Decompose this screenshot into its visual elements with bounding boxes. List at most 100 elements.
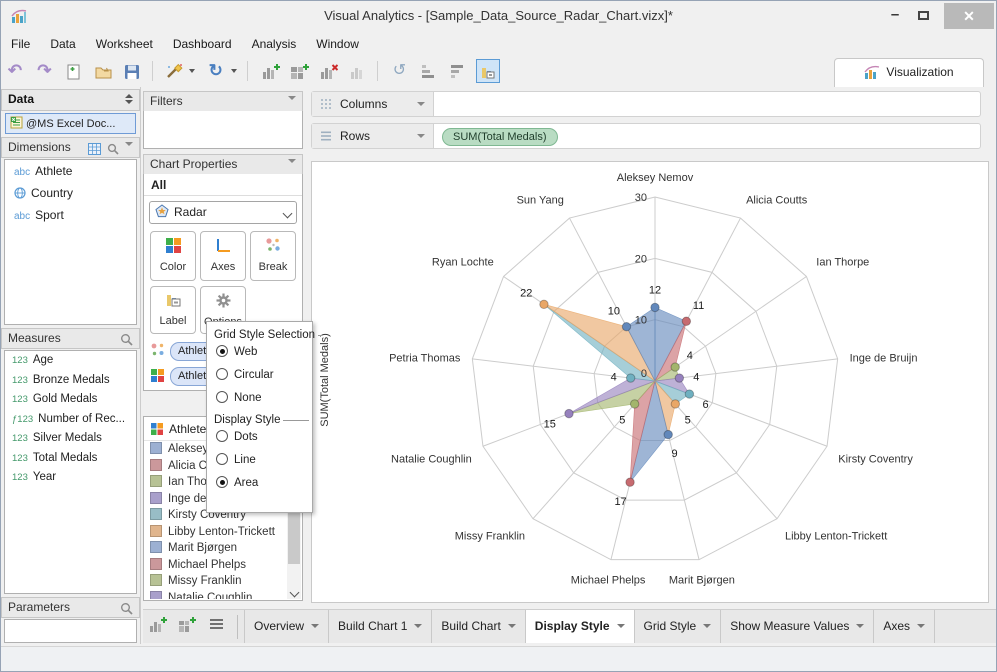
measure-item[interactable]: 123 Bronze Medals xyxy=(5,371,136,391)
tab-caret[interactable] xyxy=(616,624,625,628)
add-worksheet-icon[interactable] xyxy=(258,59,282,83)
display-style-radio-dots[interactable] xyxy=(216,430,228,442)
delete-worksheet-icon[interactable] xyxy=(316,59,340,83)
tab-axes[interactable]: Axes xyxy=(874,610,936,643)
menu-item-window[interactable]: Window xyxy=(316,37,359,51)
sidebar-splitter[interactable] xyxy=(140,87,141,644)
axes-button[interactable]: Axes xyxy=(200,231,246,281)
tab-overview[interactable]: Overview xyxy=(244,610,330,643)
label-button[interactable]: Label xyxy=(150,286,196,334)
dimension-item-athlete[interactable]: abc Athlete xyxy=(5,160,136,182)
measure-item[interactable]: 123 Silver Medals xyxy=(5,429,136,449)
filters-body[interactable] xyxy=(143,111,303,149)
rows-shelf[interactable]: Rows SUM(Total Medals) xyxy=(311,123,981,149)
legend-item[interactable]: Marit Bjørgen xyxy=(144,540,302,557)
display-style-radio-line[interactable] xyxy=(216,453,228,465)
measure-item[interactable]: 123 Gold Medals xyxy=(5,390,136,410)
swap-axes-icon[interactable]: ↺ xyxy=(392,62,407,79)
legend-item[interactable]: Libby Lenton-Trickett xyxy=(144,524,302,541)
chart-properties-collapse-icon[interactable] xyxy=(288,159,296,163)
grid-style-radio-none[interactable] xyxy=(216,391,228,403)
tab-display-style[interactable]: Display Style xyxy=(525,610,635,643)
grid-style-radio-web[interactable] xyxy=(216,345,228,357)
tab-show-measure-values[interactable]: Show Measure Values xyxy=(721,610,875,643)
radar-data-point xyxy=(621,321,632,332)
parameters-list[interactable] xyxy=(4,619,137,643)
measure-item[interactable]: ƒ123 Number of Rec... xyxy=(5,410,136,430)
wand-dropdown-caret[interactable] xyxy=(189,69,196,73)
sort-toggle-icon[interactable] xyxy=(125,94,133,104)
tab-build-chart[interactable]: Build Chart xyxy=(432,610,526,643)
tab-caret[interactable] xyxy=(414,624,423,628)
dimensions-menu-caret[interactable] xyxy=(125,142,133,146)
display-style-option-area[interactable]: Area xyxy=(207,472,312,495)
menu-item-file[interactable]: File xyxy=(11,37,31,51)
maximize-button[interactable] xyxy=(912,7,934,25)
menu-item-data[interactable]: Data xyxy=(50,37,76,51)
dimensions-table-icon[interactable] xyxy=(88,142,101,161)
dimension-item-sport[interactable]: abc Sport xyxy=(5,204,136,226)
new-worksheet-icon[interactable] xyxy=(147,616,169,638)
tab-caret[interactable] xyxy=(507,624,516,628)
tab-grid-style[interactable]: Grid Style xyxy=(635,610,722,643)
menu-item-analysis[interactable]: Analysis xyxy=(251,37,297,51)
grid-style-option-circular[interactable]: Circular xyxy=(207,364,312,387)
measures-search-icon[interactable] xyxy=(120,333,133,352)
dimensions-list: abc Athlete Country abc Sport xyxy=(4,159,137,325)
refresh-icon[interactable]: ↻ xyxy=(208,61,223,80)
tab-caret[interactable] xyxy=(917,624,926,628)
new-dashboard-icon[interactable] xyxy=(176,616,198,638)
redo-icon[interactable]: ↷ xyxy=(37,61,52,80)
color-button[interactable]: Color xyxy=(150,231,196,281)
sort-ascending-icon[interactable] xyxy=(417,59,441,83)
chart-type-select[interactable]: Radar xyxy=(149,201,297,224)
columns-caret[interactable] xyxy=(417,102,425,106)
data-source-item[interactable]: @MS Excel Doc... xyxy=(5,113,136,134)
sheet-list-icon[interactable] xyxy=(206,616,228,638)
grid-style-option-none[interactable]: None xyxy=(207,387,312,410)
close-button[interactable]: ✕ xyxy=(944,3,994,29)
tab-caret[interactable] xyxy=(311,624,320,628)
display-style-option-line[interactable]: Line xyxy=(207,449,312,472)
open-icon[interactable] xyxy=(91,59,115,83)
rows-caret[interactable] xyxy=(417,134,425,138)
refresh-dropdown-caret[interactable] xyxy=(231,69,238,73)
format-wand-icon[interactable] xyxy=(162,59,186,83)
legend-item[interactable]: Natalie Coughlin xyxy=(144,590,302,599)
tab-caret[interactable] xyxy=(856,624,865,628)
add-dashboard-icon[interactable] xyxy=(287,59,311,83)
legend-item[interactable]: Michael Phelps xyxy=(144,557,302,574)
new-document-icon[interactable] xyxy=(62,59,86,83)
parameters-header: Parameters xyxy=(1,597,140,618)
measure-item[interactable]: 123 Year xyxy=(5,468,136,488)
legend-item[interactable]: Missy Franklin xyxy=(144,573,302,590)
dimensions-search-icon[interactable] xyxy=(107,142,119,161)
break-button[interactable]: Break xyxy=(250,231,296,281)
legend-scrollbar-thumb[interactable] xyxy=(288,507,300,564)
display-style-option-dots[interactable]: Dots xyxy=(207,426,312,449)
grid-style-option-web[interactable]: Web xyxy=(207,341,312,364)
grid-style-radio-circular[interactable] xyxy=(216,368,228,380)
legend-scroll-down-icon[interactable] xyxy=(287,585,301,599)
filters-collapse-icon[interactable] xyxy=(288,96,296,100)
dimension-item-country[interactable]: Country xyxy=(5,182,136,204)
rows-measure-pill[interactable]: SUM(Total Medals) xyxy=(442,128,558,146)
labels-toggle-icon[interactable] xyxy=(475,59,500,83)
save-icon[interactable] xyxy=(120,59,144,83)
tab-build-chart-1[interactable]: Build Chart 1 xyxy=(329,610,433,643)
measure-item[interactable]: 123 Total Medals xyxy=(5,449,136,469)
measure-item[interactable]: 123 Age xyxy=(5,351,136,371)
columns-shelf-label[interactable]: Columns xyxy=(312,92,434,116)
sort-descending-icon[interactable] xyxy=(446,59,470,83)
minimize-button[interactable]: – xyxy=(890,6,900,23)
menu-item-worksheet[interactable]: Worksheet xyxy=(95,37,153,51)
menu-item-dashboard[interactable]: Dashboard xyxy=(172,37,232,51)
columns-shelf[interactable]: Columns xyxy=(311,91,981,117)
visualization-tab[interactable]: Visualization xyxy=(834,58,984,87)
tab-caret[interactable] xyxy=(703,624,712,628)
parameters-search-icon[interactable] xyxy=(120,602,133,621)
display-style-radio-area[interactable] xyxy=(216,476,228,488)
undo-icon[interactable]: ↶ xyxy=(7,61,23,80)
rows-shelf-label[interactable]: Rows xyxy=(312,124,434,148)
